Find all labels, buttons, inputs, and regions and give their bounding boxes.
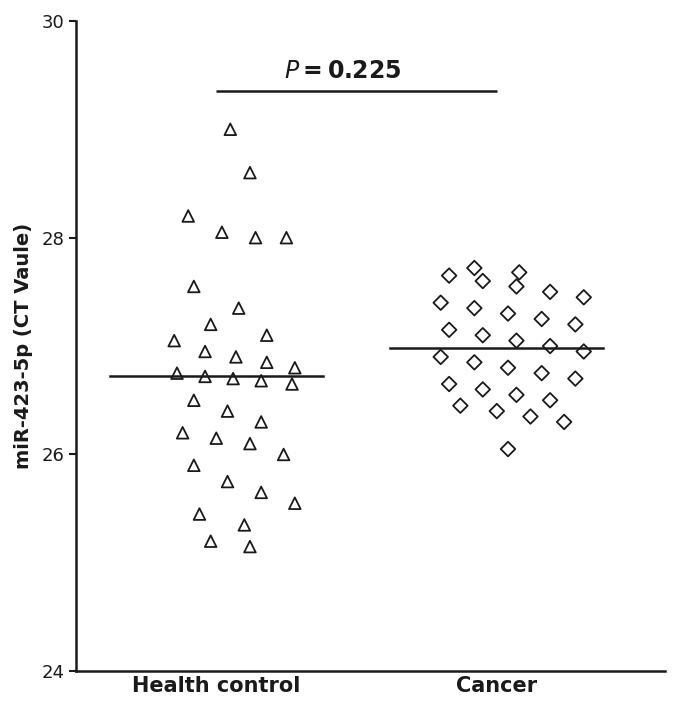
Point <box>545 395 555 406</box>
Point <box>217 226 227 238</box>
Point <box>177 427 188 439</box>
Point <box>205 319 216 330</box>
Text: $\it{P}$$\mathbf{= 0.225}$: $\it{P}$$\mathbf{= 0.225}$ <box>284 59 401 82</box>
Point <box>188 395 199 406</box>
Point <box>200 371 210 382</box>
Point <box>281 232 292 244</box>
Point <box>250 232 261 244</box>
Point <box>222 476 233 487</box>
Point <box>492 405 502 417</box>
Point <box>194 508 205 520</box>
Point <box>435 351 446 363</box>
Point <box>502 443 513 454</box>
Point <box>469 356 480 368</box>
Point <box>222 405 233 417</box>
Point <box>477 275 488 287</box>
Point <box>443 324 454 336</box>
Point <box>511 389 522 400</box>
Point <box>511 280 522 292</box>
Point <box>536 368 547 379</box>
Point <box>169 335 180 346</box>
Point <box>200 346 210 357</box>
Point <box>570 373 581 384</box>
Point <box>579 346 589 357</box>
Point <box>287 378 297 390</box>
Point <box>545 340 555 351</box>
Point <box>244 541 255 552</box>
Point <box>244 438 255 449</box>
Point <box>469 302 480 314</box>
Point <box>205 535 216 547</box>
Point <box>256 416 267 427</box>
Point <box>443 270 454 281</box>
Point <box>502 308 513 320</box>
Point <box>435 297 446 308</box>
Point <box>225 124 236 135</box>
Point <box>477 329 488 341</box>
Point <box>244 167 255 178</box>
Point <box>545 286 555 297</box>
Point <box>455 400 466 411</box>
Point <box>261 356 272 368</box>
Point <box>256 487 267 498</box>
Point <box>502 362 513 373</box>
Point <box>570 319 581 330</box>
Point <box>188 459 199 471</box>
Point <box>188 280 199 292</box>
Point <box>261 329 272 341</box>
Point <box>234 302 244 314</box>
Point <box>559 416 570 427</box>
Point <box>256 375 267 386</box>
Point <box>227 373 238 384</box>
Point <box>525 411 536 422</box>
Point <box>289 362 300 373</box>
Point <box>477 383 488 395</box>
Point <box>230 351 241 363</box>
Point <box>469 263 480 274</box>
Point <box>514 267 525 278</box>
Y-axis label: miR-423-5p (CT Vaule): miR-423-5p (CT Vaule) <box>14 223 33 469</box>
Point <box>211 432 222 444</box>
Point <box>289 498 300 509</box>
Point <box>278 449 289 460</box>
Point <box>579 292 589 303</box>
Point <box>239 519 250 530</box>
Point <box>443 378 454 390</box>
Point <box>511 335 522 346</box>
Point <box>536 313 547 324</box>
Point <box>183 210 194 222</box>
Point <box>172 368 183 379</box>
